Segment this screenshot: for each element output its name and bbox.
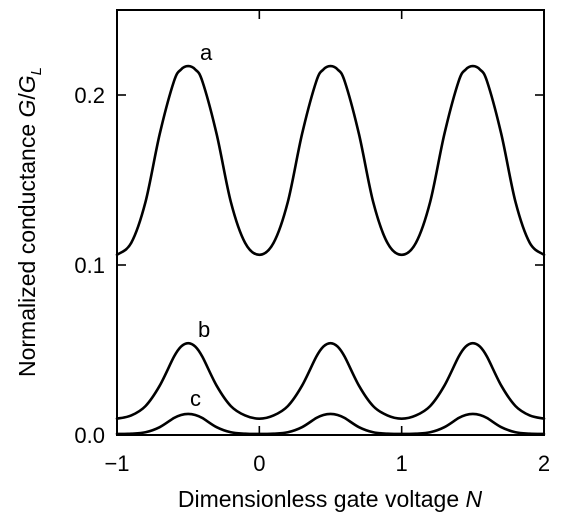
curve-label-a: a <box>200 40 213 65</box>
curve-label-c: c <box>190 386 201 411</box>
x-tick-label: −1 <box>104 451 129 476</box>
curve-labels: a b c <box>190 40 213 411</box>
x-tick-label: 0 <box>253 451 265 476</box>
curve-label-b: b <box>198 317 210 342</box>
y-tick-label: 0.0 <box>74 423 105 448</box>
series-line-c <box>115 412 546 436</box>
x-tick-label: 1 <box>396 451 408 476</box>
series-line-b <box>115 341 546 420</box>
plot-frame <box>116 9 545 436</box>
y-tick-label: 0.2 <box>74 83 105 108</box>
x-axis-label: Dimensionless gate voltage N <box>178 486 483 512</box>
series-lines <box>115 64 546 436</box>
y-axis-label: Normalized conductance G/GL <box>14 67 45 377</box>
y-tick-label: 0.1 <box>74 253 105 278</box>
axis-tick-labels: −1 0 1 2 0.0 0.1 0.2 <box>74 83 550 476</box>
axis-ticks <box>116 10 545 436</box>
x-tick-label: 2 <box>538 451 550 476</box>
series-line-a <box>115 64 546 257</box>
